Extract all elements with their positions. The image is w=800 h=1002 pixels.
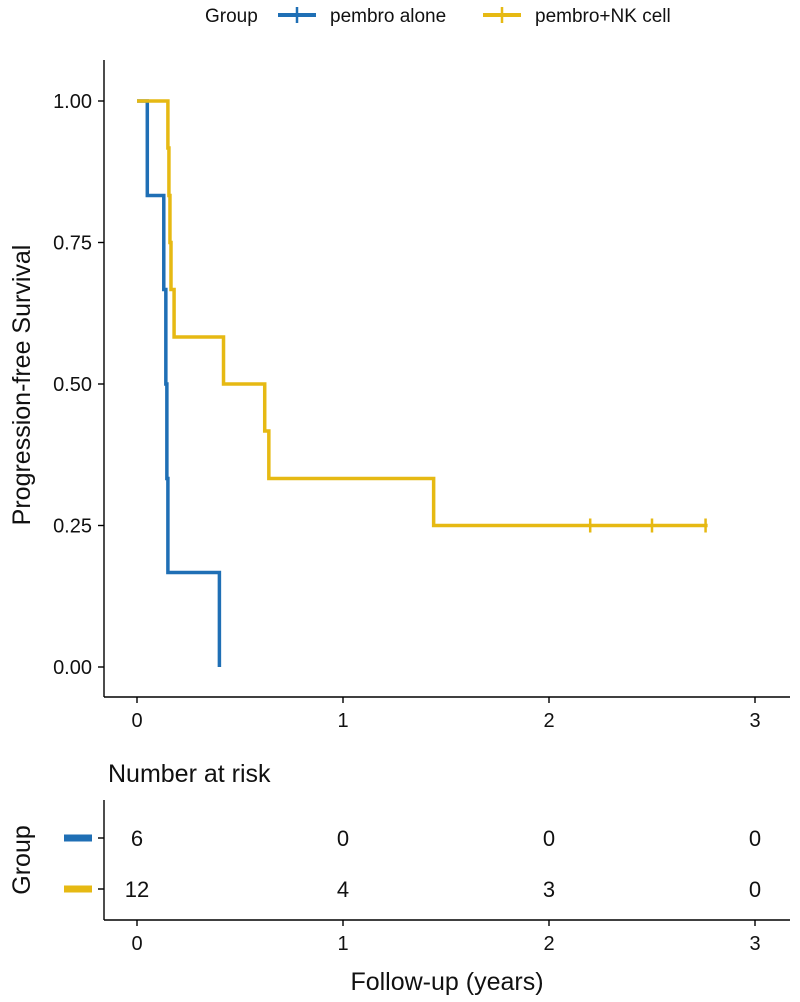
risk-count: 0 [543,826,555,851]
survival-plot: 0.00 0.25 0.50 0.75 1.00 0 1 2 3 Progression-fr… [8,60,790,732]
risk-count: 0 [337,826,349,851]
survival-curves [137,99,708,667]
risk-x-tick-label: 1 [337,933,348,955]
survival-curve-pembro-alone [137,99,222,667]
y-tick-label: 0.75 [53,233,92,255]
survival-curve-pembro-nk-cell [137,99,708,528]
x-tick-label: 0 [131,710,142,732]
risk-table-title: Number at risk [108,760,271,788]
y-ticks: 0.00 0.25 0.50 0.75 1.00 [53,91,104,679]
risk-count: 12 [125,877,149,902]
legend-label-pembro-alone: pembro alone [330,6,446,27]
x-ticks: 0 1 2 3 [131,697,761,732]
x-tick-label: 3 [749,710,760,732]
risk-count: 0 [749,826,761,851]
y-tick-label: 0.25 [53,516,92,538]
risk-count: 4 [337,877,349,902]
risk-table-x-ticks: 0 1 2 3 [131,920,761,955]
risk-count: 3 [543,877,555,902]
x-tick-label: 2 [543,710,554,732]
y-axis-label: Progression-free Survival [8,245,36,526]
x-tick-label: 1 [337,710,348,732]
risk-count: 6 [131,826,143,851]
risk-count: 0 [749,877,761,902]
x-axis-label: Follow-up (years) [350,968,543,996]
y-tick-label: 0.00 [53,657,92,679]
y-tick-label: 0.50 [53,374,92,396]
legend-title: Group [205,6,258,27]
risk-x-tick-label: 0 [131,933,142,955]
risk-table-y-axis-label: Group [8,825,36,894]
risk-x-tick-label: 3 [749,933,760,955]
y-tick-label: 1.00 [53,91,92,113]
legend: Group pembro alone pembro+NK cell [205,6,671,27]
legend-label-pembro-nk: pembro+NK cell [535,6,671,27]
risk-table-rows: 6 0 0 0 12 4 3 0 [64,826,761,902]
risk-x-tick-label: 2 [543,933,554,955]
